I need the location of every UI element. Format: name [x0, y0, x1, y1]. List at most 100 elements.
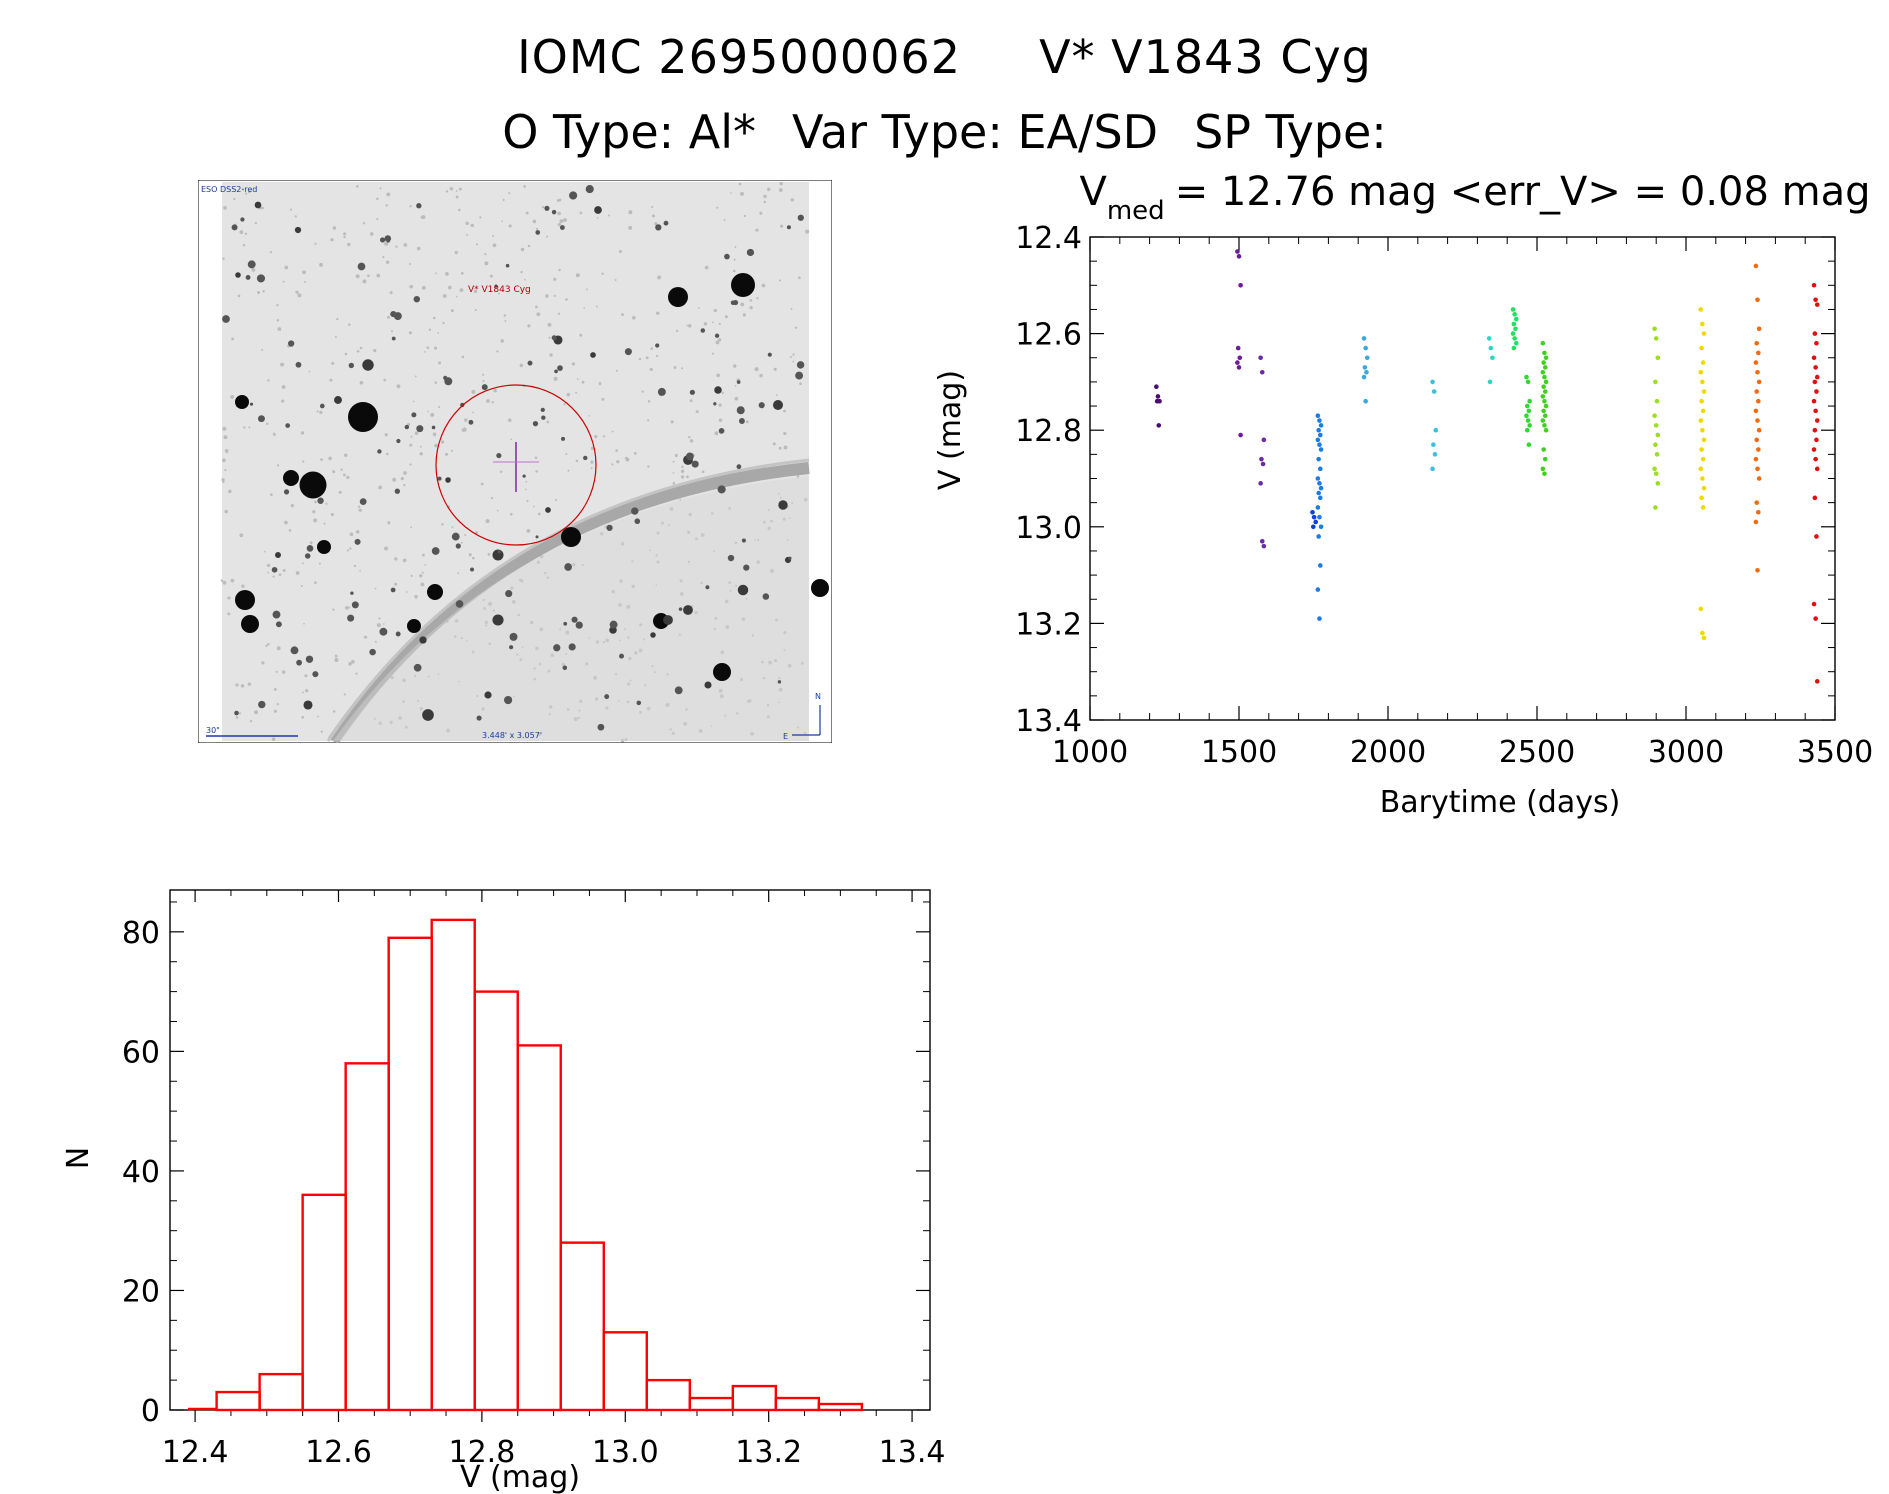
- lc-data-point: [1261, 543, 1267, 549]
- star: [811, 579, 829, 597]
- star: [535, 230, 541, 235]
- star: [691, 460, 699, 468]
- lc-data-point: [1756, 427, 1762, 433]
- star: [347, 614, 355, 622]
- object-type: O Type: Al*: [502, 105, 757, 159]
- star: [509, 632, 518, 641]
- star: [713, 402, 717, 406]
- star: [590, 352, 596, 358]
- lc-data-point: [1652, 466, 1657, 472]
- star: [561, 436, 566, 441]
- east-label: E: [783, 732, 788, 741]
- lc-data-point: [1814, 679, 1820, 684]
- star: [391, 336, 396, 341]
- lc-data-point: [1700, 456, 1706, 462]
- lc-data-point: [1513, 340, 1519, 346]
- lc-data-point: [1315, 476, 1321, 481]
- star: [609, 620, 618, 629]
- hist-bar: [301, 1193, 347, 1412]
- lc-data-point: [1699, 398, 1704, 404]
- lc-data-point: [1698, 466, 1704, 472]
- lc-data-point: [1235, 249, 1240, 254]
- star: [704, 681, 712, 689]
- star: [235, 395, 249, 409]
- lc-data-point: [1362, 365, 1368, 370]
- target-circle: [435, 384, 597, 546]
- lc-data-point: [1542, 471, 1547, 476]
- star: [431, 425, 436, 430]
- star: [738, 418, 745, 424]
- star: [319, 403, 325, 409]
- lc-data-point: [1753, 263, 1759, 269]
- lc-data-point: [1430, 466, 1435, 472]
- lc-data-point: [1755, 297, 1760, 303]
- star: [290, 646, 299, 655]
- lc-data-point: [1653, 471, 1659, 476]
- lc-data-point: [1814, 302, 1820, 307]
- star: [288, 340, 295, 347]
- lc-title-subscript: med: [1107, 196, 1165, 226]
- lc-ytick-label: 12.4: [1015, 221, 1082, 256]
- star: [714, 386, 722, 394]
- hist-xtick-label: 13.4: [879, 1435, 946, 1470]
- lc-data-point: [1655, 432, 1661, 438]
- lc-data-point: [1700, 505, 1706, 510]
- star: [597, 723, 605, 731]
- lc-data-point: [1653, 336, 1659, 341]
- lc-data-point: [1655, 355, 1661, 361]
- lc-data-point: [1653, 505, 1658, 510]
- lc-data-point: [1811, 283, 1817, 288]
- lc-data-point: [1700, 427, 1705, 433]
- lc-data-point: [1701, 389, 1707, 394]
- star: [631, 507, 639, 515]
- star: [303, 700, 313, 710]
- lc-data-point: [1511, 345, 1517, 351]
- lc-data-point: [1755, 567, 1760, 573]
- lc-data-point: [1526, 442, 1532, 447]
- lc-data-point: [1700, 476, 1705, 481]
- lc-data-point: [1541, 384, 1546, 390]
- lc-data-point: [1756, 510, 1761, 515]
- star: [359, 498, 367, 505]
- star: [746, 248, 755, 257]
- hist-axes: 12.4 12.6 12.8 13.0 13.2 13.4 0 20 40 60 80: [122, 889, 946, 1470]
- lc-data-point: [1318, 485, 1324, 491]
- lc-data-point: [1259, 538, 1265, 544]
- lc-data-point: [1542, 456, 1548, 462]
- star: [306, 545, 314, 552]
- lc-data-point: [1261, 437, 1267, 443]
- lc-data-point: [1317, 466, 1323, 472]
- lc-data-point: [1700, 360, 1706, 365]
- star: [222, 315, 230, 323]
- lc-data-point: [1700, 379, 1705, 385]
- lc-xlabel: Barytime (days): [1380, 785, 1621, 820]
- star: [285, 423, 291, 428]
- lc-data-point: [1154, 384, 1159, 390]
- plot-title-types: O Type: Al* Var Type: EA/SD SP Type:: [0, 105, 1889, 159]
- lc-data-point: [1540, 418, 1546, 423]
- lc-xtick-label: 2000: [1350, 735, 1426, 770]
- lc-data-point: [1701, 485, 1707, 491]
- lc-data-point: [1511, 321, 1517, 327]
- star: [305, 655, 314, 663]
- star: [334, 396, 342, 404]
- lc-data-point: [1701, 635, 1707, 641]
- lc-data-point: [1363, 345, 1368, 351]
- star: [554, 369, 558, 374]
- star: [544, 205, 550, 211]
- hist-xtick-label: 12.4: [162, 1435, 229, 1470]
- lc-data-point: [1755, 418, 1760, 423]
- lc-data-point: [1317, 442, 1322, 447]
- star: [717, 485, 726, 494]
- star: [569, 191, 578, 200]
- spectral-type: SP Type:: [1194, 105, 1387, 159]
- lc-data-point: [1756, 447, 1761, 452]
- star: [559, 225, 565, 230]
- lc-data-point: [1258, 355, 1263, 361]
- lc-data-point: [1653, 423, 1659, 428]
- star: [583, 455, 588, 461]
- star: [505, 590, 513, 598]
- lc-data-point: [1813, 365, 1818, 370]
- lc-data-point: [1701, 331, 1707, 336]
- lc-ytick-label: 12.6: [1015, 318, 1082, 353]
